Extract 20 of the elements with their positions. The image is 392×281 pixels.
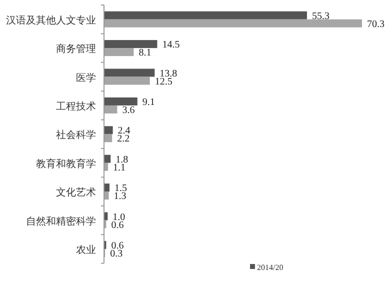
data-label: 9.1 — [142, 96, 155, 108]
category-label: 教育和教育学 — [36, 158, 96, 170]
data-label: 2.2 — [117, 134, 130, 145]
category-label: 文化艺术 — [56, 188, 96, 199]
category-label: 医学 — [76, 72, 96, 84]
category-label: 社会科学 — [56, 130, 96, 142]
data-label: 70.3 — [367, 18, 384, 30]
data-label: 14.5 — [162, 40, 180, 51]
data-label: 3.6 — [122, 104, 135, 116]
category-label: 商务管理 — [56, 44, 96, 56]
category-label: 农业 — [76, 244, 96, 256]
category-label: 工程技术 — [56, 101, 96, 112]
legend-label: 2014/20 — [257, 263, 284, 272]
category-label: 汉语及其他人文专业 — [6, 15, 96, 26]
data-label: 0.6 — [111, 220, 124, 231]
category-label: 自然和精密科学 — [26, 216, 96, 228]
data-label: 8.1 — [138, 48, 152, 59]
data-label: 1.3 — [114, 191, 126, 202]
data-label: 55.3 — [312, 10, 330, 22]
data-label: 0.3 — [110, 248, 123, 260]
